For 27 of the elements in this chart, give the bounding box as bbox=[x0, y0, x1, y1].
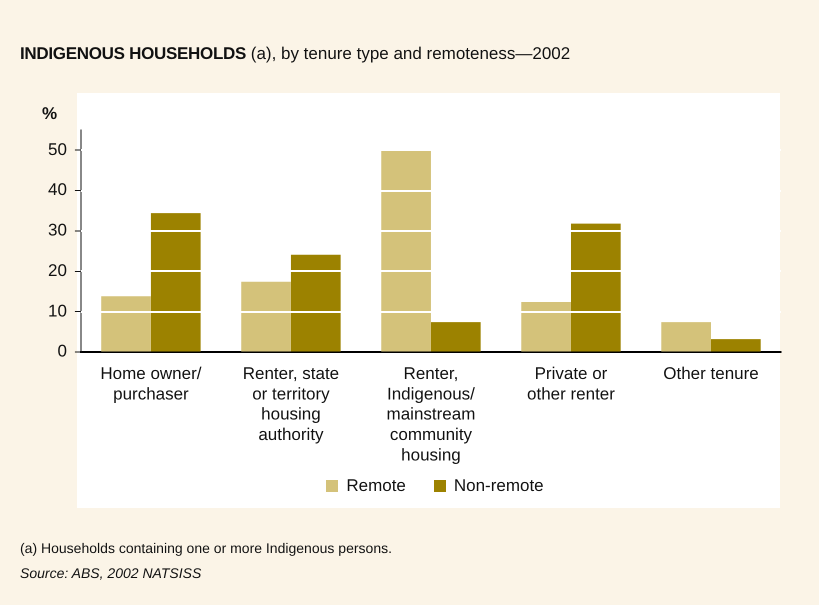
bar bbox=[150, 213, 201, 352]
legend-label: Remote bbox=[345, 476, 406, 496]
legend-label: Non-remote bbox=[452, 476, 544, 496]
x-tick-label: Other tenure bbox=[663, 364, 759, 383]
x-tick-label: Home owner/purchaser bbox=[100, 364, 202, 404]
x-tick-label: Renter, state or territory housing authority bbox=[242, 364, 340, 444]
y-tick-label: 40 bbox=[48, 180, 67, 200]
chart-title: INDIGENOUS HOUSEHOLDS (a), by tenure type and remoteness—2002 bbox=[20, 44, 570, 64]
y-tick-label: 50 bbox=[48, 140, 67, 159]
bar bbox=[381, 150, 431, 352]
source-note: Source: ABS, 2002 NATSISS bbox=[20, 565, 202, 581]
bar bbox=[241, 282, 291, 352]
bar bbox=[710, 339, 761, 352]
y-tick-label: 10 bbox=[48, 301, 67, 320]
bar bbox=[661, 322, 711, 352]
x-tick-label: Private or other renter bbox=[527, 364, 616, 404]
y-tick-label: 20 bbox=[48, 260, 67, 280]
y-tick-label: 30 bbox=[48, 220, 67, 240]
bar bbox=[570, 224, 621, 352]
text: (a) Households containing one or more Indigenous persons. bbox=[20, 540, 392, 556]
x-tick-label: Renter, Indigenous/mainstream community housing bbox=[386, 364, 476, 464]
bar bbox=[430, 322, 481, 352]
bar bbox=[521, 302, 571, 352]
bar bbox=[101, 296, 151, 352]
bar bbox=[290, 254, 341, 352]
y-axis-title: % bbox=[42, 104, 58, 124]
y-tick-label: 0 bbox=[57, 342, 67, 361]
